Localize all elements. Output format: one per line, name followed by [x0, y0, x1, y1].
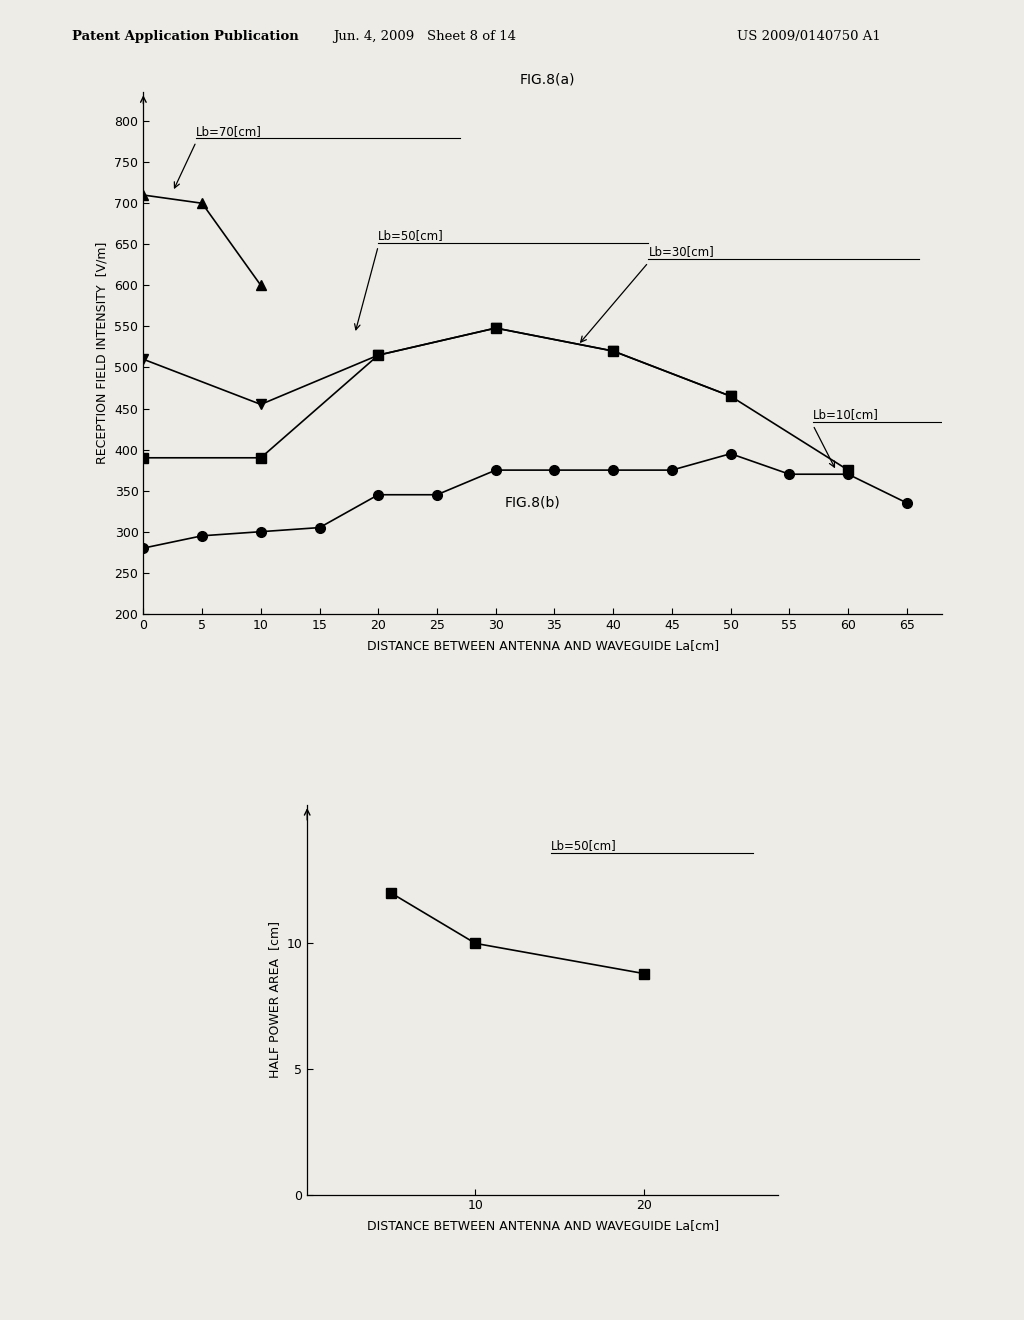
X-axis label: DISTANCE BETWEEN ANTENNA AND WAVEGUIDE La[cm]: DISTANCE BETWEEN ANTENNA AND WAVEGUIDE L… [367, 639, 719, 652]
Text: Lb=50[cm]: Lb=50[cm] [378, 228, 444, 242]
Text: FIG.8(a): FIG.8(a) [520, 73, 575, 87]
Text: Lb=50[cm]: Lb=50[cm] [551, 838, 616, 851]
Y-axis label: HALF POWER AREA  [cm]: HALF POWER AREA [cm] [268, 921, 281, 1078]
Text: Lb=70[cm]: Lb=70[cm] [197, 124, 262, 137]
Text: Patent Application Publication: Patent Application Publication [72, 30, 298, 44]
X-axis label: DISTANCE BETWEEN ANTENNA AND WAVEGUIDE La[cm]: DISTANCE BETWEEN ANTENNA AND WAVEGUIDE L… [367, 1220, 719, 1233]
Text: Lb=10[cm]: Lb=10[cm] [813, 408, 879, 421]
Text: Jun. 4, 2009   Sheet 8 of 14: Jun. 4, 2009 Sheet 8 of 14 [334, 30, 516, 44]
Text: US 2009/0140750 A1: US 2009/0140750 A1 [737, 30, 881, 44]
Text: Lb=30[cm]: Lb=30[cm] [648, 246, 714, 259]
Text: FIG.8(b): FIG.8(b) [505, 495, 560, 510]
Y-axis label: RECEPTION FIELD INTENSITY  [V/m]: RECEPTION FIELD INTENSITY [V/m] [96, 242, 109, 465]
